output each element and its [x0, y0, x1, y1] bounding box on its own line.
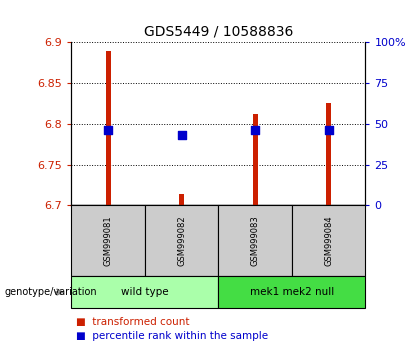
Text: GSM999081: GSM999081: [104, 215, 113, 266]
Text: ■  percentile rank within the sample: ■ percentile rank within the sample: [76, 331, 268, 341]
Text: GSM999082: GSM999082: [177, 215, 186, 266]
Bar: [252, 114, 258, 205]
Text: mek1 mek2 null: mek1 mek2 null: [250, 287, 334, 297]
Text: wild type: wild type: [121, 287, 169, 297]
Text: GSM999084: GSM999084: [324, 215, 333, 266]
Point: [326, 127, 332, 133]
Bar: [105, 51, 111, 205]
Point: [178, 132, 185, 138]
Text: genotype/variation: genotype/variation: [4, 287, 97, 297]
Text: ■  transformed count: ■ transformed count: [76, 317, 189, 327]
Point: [252, 127, 259, 133]
Bar: [326, 103, 331, 205]
Text: GSM999083: GSM999083: [251, 215, 260, 266]
Title: GDS5449 / 10588836: GDS5449 / 10588836: [144, 24, 293, 39]
Point: [105, 127, 112, 133]
Bar: [179, 194, 184, 205]
